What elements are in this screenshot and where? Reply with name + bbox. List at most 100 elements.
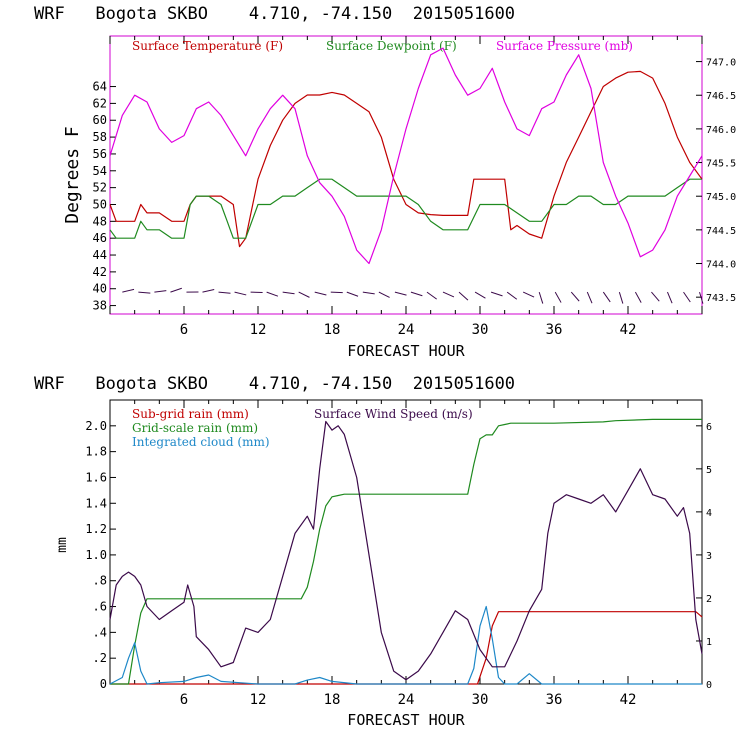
wind-barb	[138, 291, 151, 294]
wind-barb	[667, 291, 673, 304]
chart2-xtick-label: 12	[250, 692, 267, 708]
chart1-y2tick-label: 746.0	[706, 125, 736, 136]
legend-surface-temperature: Surface Temperature (F)	[132, 39, 283, 53]
chart1-ytick-label: 38	[93, 299, 107, 313]
legend-integrated-cloud: Integrated cloud (mm)	[132, 435, 270, 449]
chart1-right-axis: 743.5 744.0 744.5 745.0 745.5 746.0 746.5 747.0	[696, 58, 736, 304]
chart2-series-grid-scale-rain-mm	[110, 418, 702, 685]
chart2-ytick-label: 1.0	[85, 548, 107, 562]
wind-barb	[602, 291, 611, 303]
chart1-y2tick-label: 746.5	[706, 91, 736, 102]
chart1-title: WRF Bogota SKBO 4.710, -74.150 201505160…	[34, 4, 515, 24]
wind-barb	[506, 291, 518, 300]
chart1-series-surface-pressure-mb	[109, 47, 703, 265]
chart2-ytick-label: 1.4	[85, 496, 107, 510]
chart1-ytick-label: 54	[93, 164, 107, 178]
wind-barb	[699, 291, 704, 304]
chart2-xtick-label: 18	[324, 692, 341, 708]
wind-barb	[618, 291, 624, 304]
wind-barb	[282, 291, 295, 295]
wind-barb	[314, 291, 327, 296]
wind-barb	[298, 291, 310, 298]
wind-barb	[442, 291, 455, 298]
legend-surface-wind-speed: Surface Wind Speed (m/s)	[314, 407, 473, 421]
chart1-ytick-label: 58	[93, 130, 107, 144]
wind-barb	[683, 291, 691, 303]
legend-grid-scale-rain: Grid-scale rain (mm)	[132, 421, 258, 435]
chart2-xtick-label: 30	[472, 692, 489, 708]
chart2-y2tick-label: 5	[706, 465, 712, 476]
chart2-ytick-label: 0	[100, 677, 107, 691]
wind-barb	[410, 291, 423, 297]
chart2-y2tick-label: 2	[706, 594, 712, 605]
chart2-y2tick-label: 3	[706, 551, 712, 562]
chart2-right-axis: 0 1 2 3 4 5 6	[696, 422, 712, 691]
wind-barb	[522, 291, 535, 298]
chart1-ytick-label: 52	[93, 181, 107, 195]
chart1-ytick-label: 62	[93, 96, 107, 110]
chart1-y2tick-label: 743.5	[706, 293, 736, 304]
chart2-y2tick-label: 6	[706, 422, 712, 433]
legend-surface-dewpoint: Surface Dewpoint (F)	[326, 39, 457, 53]
wind-barb	[538, 291, 544, 304]
chart1-y2tick-label: 747.0	[706, 58, 736, 69]
chart2-xtick-label: 6	[180, 692, 188, 708]
chart2-title: WRF Bogota SKBO 4.710, -74.150 201505160…	[34, 374, 515, 394]
chart2-left-axis: 0 .2 .4 .6 .8 1.0 1.2 1.4 1.6 1.8 2.0	[85, 419, 116, 691]
chart2-y2tick-label: 4	[706, 508, 712, 519]
chart1-ytick-label: 50	[93, 197, 107, 211]
wind-barb	[218, 291, 231, 294]
chart1-xtick-label: 36	[546, 322, 563, 338]
chart2-series-integrated-cloud-mm	[109, 605, 702, 685]
chart2-xtick-label: 42	[620, 692, 637, 708]
chart1-y2tick-label: 744.5	[706, 226, 736, 237]
chart2-ytick-label: .6	[93, 600, 107, 614]
chart1-xtick-label: 6	[180, 322, 188, 338]
chart2-series-sub-grid-rain-mm	[110, 611, 703, 685]
chart2-x-label: FORECAST HOUR	[347, 711, 465, 729]
chart2-y-label: mm	[55, 537, 70, 553]
chart1-ytick-label: 46	[93, 231, 107, 245]
wind-barb	[394, 291, 407, 296]
wind-barb	[266, 291, 279, 297]
wind-barb	[426, 291, 437, 300]
chart1-y2tick-label: 745.0	[706, 192, 736, 203]
wind-barb	[154, 290, 167, 293]
chart1-frame	[109, 35, 703, 315]
legend-surface-pressure: Surface Pressure (mb)	[496, 39, 633, 53]
chart2-ytick-label: .8	[93, 574, 107, 588]
chart1-x-label: FORECAST HOUR	[347, 342, 465, 360]
wind-barb	[170, 287, 182, 293]
chart1-left-axis: 38 40 42 44 46 48 50 52 54 56 58 60 62 64	[93, 80, 116, 313]
chart2-xtick-label: 24	[398, 692, 415, 708]
wind-barb	[362, 291, 375, 295]
chart2-y2tick-label: 0	[706, 680, 712, 691]
wind-barb	[490, 291, 503, 297]
chart1-x-axis: 6 12 18 24 30 36 42	[109, 36, 703, 338]
chart1-xtick-label: 30	[472, 322, 489, 338]
precipitation-wind-chart: WRF Bogota SKBO 4.710, -74.150 201505160…	[34, 374, 712, 729]
chart1-ytick-label: 48	[93, 214, 107, 228]
wind-barb	[586, 291, 593, 304]
chart1-series-surface-dewpoint-f	[109, 178, 702, 239]
wind-barb	[570, 291, 580, 302]
chart1-ytick-label: 42	[93, 265, 107, 279]
chart2-xtick-label: 36	[546, 692, 563, 708]
wind-barb	[554, 291, 562, 303]
wind-barb	[474, 291, 486, 299]
wind-barb	[651, 291, 660, 302]
chart1-ytick-label: 60	[93, 113, 107, 127]
temperature-pressure-chart: WRF Bogota SKBO 4.710, -74.150 201505160…	[34, 4, 736, 360]
chart1-y2tick-label: 745.5	[706, 159, 736, 170]
chart1-series-surface-temperature-f	[109, 70, 703, 248]
chart1-ytick-label: 64	[93, 80, 107, 94]
chart2-ytick-label: 1.2	[85, 522, 107, 536]
chart1-ytick-label: 40	[93, 282, 107, 296]
chart1-ytick-label: 44	[93, 248, 107, 262]
chart2-ytick-label: 1.6	[85, 470, 107, 484]
chart2-ytick-label: .2	[93, 651, 107, 665]
wind-barb	[346, 291, 359, 297]
chart1-y-label: Degrees F	[62, 126, 83, 224]
wind-barb	[458, 291, 469, 301]
